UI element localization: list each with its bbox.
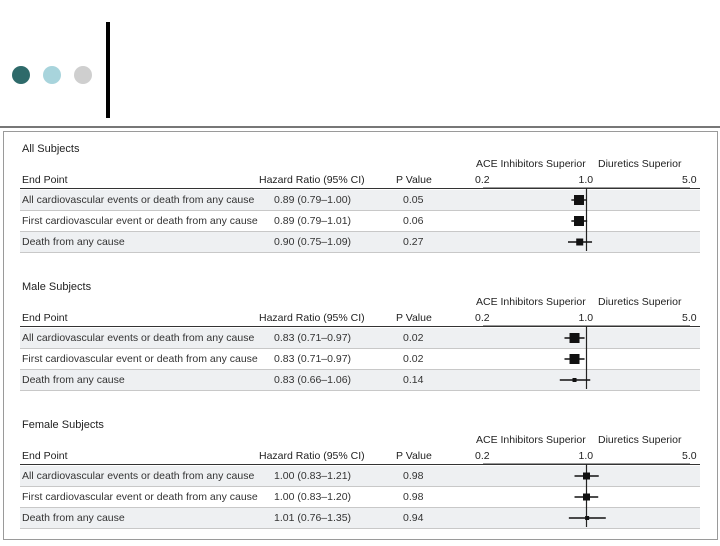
hazard-ratio-point bbox=[574, 216, 585, 226]
row-band bbox=[20, 466, 700, 486]
row-band bbox=[20, 190, 700, 210]
axis-tick-label: 5.0 bbox=[682, 312, 697, 324]
axis-tick-label: 1.0 bbox=[578, 312, 594, 324]
hazard-ratio-text: 0.89 (0.79–1.01) bbox=[274, 215, 352, 227]
endpoint-label: First cardiovascular event or death from… bbox=[22, 491, 258, 503]
row-separator bbox=[20, 252, 700, 253]
column-header-p-value: P Value bbox=[396, 312, 432, 324]
forest-plot-svg bbox=[483, 187, 690, 251]
hazard-ratio-text: 1.01 (0.76–1.35) bbox=[274, 512, 352, 524]
forest-plot-panel: All Subjects ACE Inhibitors Superior Diure… bbox=[3, 131, 718, 540]
hazard-ratio-point bbox=[569, 333, 580, 343]
row-separator bbox=[20, 231, 700, 232]
hazard-ratio-point bbox=[574, 195, 585, 205]
p-value-text: 0.98 bbox=[403, 470, 424, 482]
row-band bbox=[20, 508, 700, 528]
hazard-ratio-text: 1.00 (0.83–1.20) bbox=[274, 491, 352, 503]
endpoint-label: All cardiovascular events or death from … bbox=[22, 194, 255, 206]
direction-label-left: ACE Inhibitors Superior bbox=[476, 158, 586, 170]
group-title: Female Subjects bbox=[22, 419, 104, 431]
p-value-text: 0.06 bbox=[403, 215, 424, 227]
column-header-p-value: P Value bbox=[396, 174, 432, 186]
header-rule bbox=[20, 188, 700, 189]
column-header-hazard-ratio: Hazard Ratio (95% CI) bbox=[259, 450, 365, 462]
endpoint-label: Death from any cause bbox=[22, 236, 125, 248]
forest-plot-svg bbox=[483, 463, 690, 527]
direction-label-left: ACE Inhibitors Superior bbox=[476, 434, 586, 446]
hazard-ratio-point bbox=[585, 516, 590, 520]
row-band bbox=[20, 328, 700, 348]
hazard-ratio-text: 0.89 (0.79–1.00) bbox=[274, 194, 352, 206]
row-separator bbox=[20, 390, 700, 391]
row-separator bbox=[20, 507, 700, 508]
axis-tick-label: 5.0 bbox=[682, 174, 697, 186]
header-rule bbox=[20, 326, 700, 327]
endpoint-label: First cardiovascular event or death from… bbox=[22, 353, 258, 365]
axis-tick-label: 0.2 bbox=[475, 450, 490, 462]
axis-tick-label: 1.0 bbox=[578, 174, 594, 186]
forest-plot-svg bbox=[483, 325, 690, 389]
top-rule bbox=[0, 126, 720, 128]
bullet-dot-2 bbox=[43, 66, 61, 84]
axis-tick-label: 1.0 bbox=[578, 450, 594, 462]
bullet-dot-1 bbox=[12, 66, 30, 84]
hazard-ratio-point bbox=[572, 378, 577, 382]
header-rule bbox=[20, 464, 700, 465]
axis-tick-label: 0.2 bbox=[475, 312, 490, 324]
column-header-hazard-ratio: Hazard Ratio (95% CI) bbox=[259, 312, 365, 324]
direction-label-left: ACE Inhibitors Superior bbox=[476, 296, 586, 308]
endpoint-label: Death from any cause bbox=[22, 512, 125, 524]
group-title: Male Subjects bbox=[22, 281, 92, 293]
p-value-text: 0.02 bbox=[403, 353, 424, 365]
p-value-text: 0.14 bbox=[403, 374, 424, 386]
hazard-ratio-text: 0.83 (0.71–0.97) bbox=[274, 332, 352, 344]
hazard-ratio-text: 0.83 (0.71–0.97) bbox=[274, 353, 352, 365]
hazard-ratio-point bbox=[569, 354, 580, 364]
row-band bbox=[20, 370, 700, 390]
row-separator bbox=[20, 369, 700, 370]
title-divider bbox=[106, 22, 110, 118]
bullet-dot-3 bbox=[74, 66, 92, 84]
hazard-ratio-text: 0.90 (0.75–1.09) bbox=[274, 236, 352, 248]
hazard-ratio-point bbox=[583, 472, 590, 480]
row-separator bbox=[20, 486, 700, 487]
group-title: All Subjects bbox=[22, 143, 80, 155]
column-header-endpoint: End Point bbox=[22, 312, 68, 324]
p-value-text: 0.05 bbox=[403, 194, 424, 206]
direction-label-right: Diuretics Superior bbox=[598, 296, 682, 308]
direction-label-right: Diuretics Superior bbox=[598, 434, 682, 446]
p-value-text: 0.94 bbox=[403, 512, 424, 524]
direction-label-right: Diuretics Superior bbox=[598, 158, 682, 170]
column-header-p-value: P Value bbox=[396, 450, 432, 462]
endpoint-label: All cardiovascular events or death from … bbox=[22, 332, 255, 344]
row-separator bbox=[20, 348, 700, 349]
hazard-ratio-text: 1.00 (0.83–1.21) bbox=[274, 470, 352, 482]
hazard-ratio-text: 0.83 (0.66–1.06) bbox=[274, 374, 352, 386]
column-header-hazard-ratio: Hazard Ratio (95% CI) bbox=[259, 174, 365, 186]
endpoint-label: All cardiovascular events or death from … bbox=[22, 470, 255, 482]
row-separator bbox=[20, 528, 700, 529]
column-header-endpoint: End Point bbox=[22, 174, 68, 186]
hazard-ratio-point bbox=[576, 238, 584, 246]
p-value-text: 0.27 bbox=[403, 236, 424, 248]
row-separator bbox=[20, 210, 700, 211]
endpoint-label: Death from any cause bbox=[22, 374, 125, 386]
row-band bbox=[20, 232, 700, 252]
axis-tick-label: 0.2 bbox=[475, 174, 490, 186]
p-value-text: 0.02 bbox=[403, 332, 424, 344]
hazard-ratio-point bbox=[583, 493, 590, 501]
axis-tick-label: 5.0 bbox=[682, 450, 697, 462]
column-header-endpoint: End Point bbox=[22, 450, 68, 462]
endpoint-label: First cardiovascular event or death from… bbox=[22, 215, 258, 227]
p-value-text: 0.98 bbox=[403, 491, 424, 503]
